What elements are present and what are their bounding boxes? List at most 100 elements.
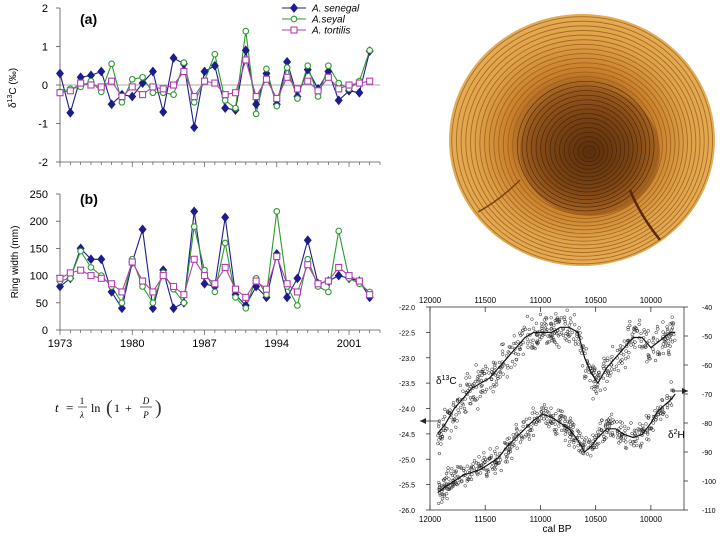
isotope-point: [626, 338, 630, 343]
isotope-point: [629, 421, 633, 425]
panel-b-point: [190, 206, 199, 217]
isotope-point: [592, 380, 596, 384]
panel-a-point: [355, 87, 364, 98]
legend-entry: A. senegal: [311, 4, 360, 15]
panel-a-y-label: δ13C (‰): [7, 68, 19, 108]
growth-ring: [488, 53, 680, 235]
isotope-point: [493, 361, 497, 365]
isotope-point: [463, 484, 467, 488]
isotope-point: [518, 440, 523, 444]
isotope-point: [661, 351, 665, 356]
isotope-point: [454, 413, 458, 417]
isotope-point: [437, 486, 441, 490]
isotope-point: [510, 359, 515, 364]
isotope-point: [447, 487, 451, 491]
panel-b-point: [128, 258, 136, 266]
x-axis-label: cal BP: [543, 524, 572, 535]
isotope-point: [651, 340, 655, 345]
isotope-point: [665, 414, 669, 418]
isotope-point: [491, 390, 495, 394]
isotope-left-tick-label: -23.0: [399, 356, 415, 363]
isotope-point: [647, 339, 651, 343]
isotope-point: [645, 430, 650, 434]
isotope-point: [605, 358, 609, 363]
isotope-point: [492, 466, 496, 470]
isotope-point: [491, 360, 496, 365]
isotope-point: [648, 427, 652, 431]
panel-a-point: [169, 81, 178, 89]
isotope-point: [460, 479, 464, 483]
isotope-point: [440, 496, 445, 501]
isotope-point: [564, 331, 568, 336]
legend-marker: [290, 15, 298, 23]
isotope-point: [560, 409, 564, 414]
svg-text:1: 1: [114, 401, 120, 415]
isotope-point: [570, 423, 575, 427]
panel-b-point: [190, 223, 198, 230]
isotope-point: [443, 428, 447, 433]
isotope-point: [546, 334, 550, 338]
isotope-point: [618, 344, 623, 348]
panel-a-point: [293, 85, 301, 93]
isotope-point: [549, 322, 553, 327]
isotope-point: [465, 382, 469, 386]
growth-ring: [540, 104, 634, 193]
panel-a-point: [128, 91, 137, 102]
panel-a-point: [128, 83, 136, 91]
isotope-point: [449, 415, 453, 420]
panel-b-x-tick-label: 1980: [120, 338, 144, 350]
isotope-point: [644, 345, 648, 349]
isotope-point: [671, 321, 675, 325]
isotope-point: [555, 342, 559, 347]
isotope-point: [454, 470, 458, 474]
isotope-point: [631, 327, 636, 331]
isotope-point: [601, 364, 605, 369]
growth-ring: [545, 108, 630, 189]
panel-a-point: [335, 79, 343, 87]
legend-entry: A.seyal: [311, 15, 346, 26]
panel-b-y-tick-label: 50: [36, 298, 48, 310]
isotope-point: [562, 317, 566, 322]
isotope-point: [608, 374, 612, 378]
isotope-point: [526, 341, 530, 345]
isotope-point: [606, 418, 611, 422]
isotope-point: [514, 422, 518, 427]
growth-ring: [451, 16, 713, 265]
isotope-point: [554, 432, 558, 436]
isotope-point: [620, 358, 624, 362]
panel-b-point: [66, 269, 74, 277]
growth-ring: [521, 85, 651, 208]
panel-a-point: [149, 83, 157, 91]
isotope-point: [492, 384, 497, 389]
isotope-point: [441, 417, 445, 422]
panel-a-point: [231, 89, 240, 97]
isotope-point: [478, 471, 483, 475]
isotope-point: [578, 348, 582, 353]
isotope-point: [653, 358, 658, 363]
isotope-point: [612, 367, 617, 372]
isotope-point: [469, 477, 474, 482]
isotope-point: [493, 471, 497, 476]
isotope-point: [467, 382, 471, 387]
isotope-point: [608, 433, 613, 437]
isotope-point: [526, 345, 530, 349]
growth-ring: [577, 141, 601, 163]
isotope-point: [453, 474, 457, 478]
panel-b-point: [293, 288, 301, 296]
isotope-point: [504, 452, 508, 457]
isotope-point: [561, 333, 566, 338]
isotope-point: [527, 327, 531, 332]
isotope-point: [530, 428, 534, 432]
isotope-point: [549, 321, 553, 325]
isotope-point: [624, 440, 628, 444]
isotope-point: [554, 312, 558, 316]
isotope-point: [535, 339, 539, 343]
isotope-point: [591, 433, 595, 437]
isotope-point: [494, 383, 499, 387]
isotope-point: [544, 421, 548, 425]
isotope-point: [527, 434, 531, 438]
isotope-point: [503, 460, 508, 464]
isotope-point: [479, 463, 483, 467]
isotope-point: [668, 338, 673, 342]
isotope-point: [523, 327, 528, 331]
